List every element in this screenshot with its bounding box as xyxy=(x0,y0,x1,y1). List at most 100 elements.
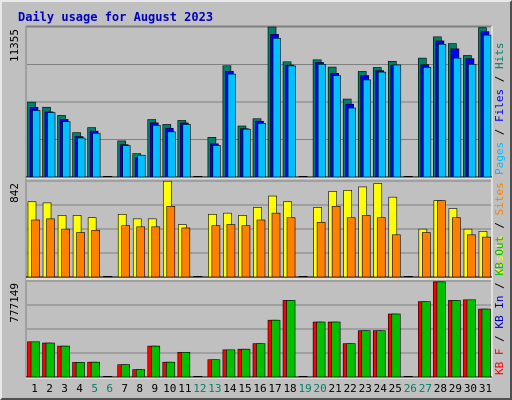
bar-pages xyxy=(483,34,492,178)
bar-sites xyxy=(256,219,266,278)
bar-kb-out xyxy=(481,308,491,378)
legend: KB F / KB In / KB Out xyxy=(493,236,506,375)
bar-pages xyxy=(227,73,236,178)
bar-kb-out xyxy=(391,313,401,378)
x-tick-label: 27 xyxy=(419,382,432,395)
bar-pages xyxy=(47,112,56,178)
bar-pages xyxy=(92,132,101,178)
x-tick-label: 30 xyxy=(464,382,477,395)
bar-sites xyxy=(286,217,296,278)
x-tick-label: 21 xyxy=(329,382,342,395)
bar-pages xyxy=(453,57,462,178)
bar-pages xyxy=(362,79,372,178)
bar-sites xyxy=(422,232,431,278)
x-tick-label: 22 xyxy=(344,382,357,395)
panel-hits-files-pages: 11355 Pages / Files / Hits xyxy=(8,26,506,178)
x-tick-label: 8 xyxy=(136,382,143,395)
bar-sites xyxy=(391,234,401,278)
bar-kb-out xyxy=(331,321,341,378)
bar-pages xyxy=(438,43,447,178)
bar-kb-out xyxy=(451,300,461,378)
bar-sites xyxy=(452,217,461,278)
x-tick-label: 10 xyxy=(163,382,176,395)
legend-item: Files xyxy=(493,89,506,122)
bar-kb-out xyxy=(241,348,251,378)
x-tick-label: 26 xyxy=(404,382,417,395)
bar-kb-out xyxy=(181,351,191,378)
bar-pages xyxy=(242,128,251,178)
bar-kb-out xyxy=(316,321,326,378)
x-tick-label: 18 xyxy=(283,382,296,395)
x-tick-label: 28 xyxy=(434,382,447,395)
legend-separator: / xyxy=(493,329,506,349)
bar-sites xyxy=(482,236,491,278)
bar-kb-out xyxy=(436,281,446,378)
x-tick-label: 19 xyxy=(298,382,311,395)
bar-kb-out xyxy=(45,342,55,378)
bar-sites xyxy=(376,217,386,278)
legend-item: Hits xyxy=(493,43,506,70)
bar-sites xyxy=(91,229,100,278)
bar-pages xyxy=(317,64,326,178)
bar-kb-out xyxy=(75,362,85,378)
bar-pages xyxy=(32,110,41,178)
bar-sites xyxy=(316,221,326,278)
bar-pages xyxy=(122,145,131,178)
bar-sites xyxy=(346,217,356,278)
x-tick-label: 6 xyxy=(106,382,113,395)
bar-sites xyxy=(76,232,85,278)
bar-kb-out xyxy=(135,369,146,378)
legend-separator: / xyxy=(493,215,506,235)
bar-sites xyxy=(271,212,281,278)
bar-sites xyxy=(211,225,221,278)
bar-kb-out xyxy=(60,345,70,378)
y-max-label: 11355 xyxy=(8,29,21,62)
legend-item: Pages xyxy=(493,142,506,175)
bar-sites xyxy=(46,218,55,278)
bar-kb-out xyxy=(150,345,161,378)
y-max-label: 842 xyxy=(8,183,21,203)
legend-item: KB In xyxy=(493,296,506,329)
bar-pages xyxy=(77,137,86,178)
bar-sites xyxy=(467,234,476,278)
bar-pages xyxy=(287,65,296,178)
panel-visits-sites: 842 Visits / Sites xyxy=(8,180,506,278)
bar-pages xyxy=(137,154,146,178)
bar-kb-out xyxy=(120,364,130,378)
y-max-label: 777149 xyxy=(8,283,21,323)
legend-item: Sites xyxy=(493,182,506,215)
x-tick-label: 11 xyxy=(178,382,191,395)
bar-kb-out xyxy=(421,301,431,378)
bar-sites xyxy=(136,226,146,278)
bar-pages xyxy=(62,121,71,178)
bar-sites xyxy=(361,215,371,278)
x-tick-label: 25 xyxy=(389,382,402,395)
bar-pages xyxy=(423,67,432,178)
bar-pages xyxy=(212,145,221,178)
bar-sites xyxy=(181,227,191,278)
x-tick-label: 15 xyxy=(238,382,251,395)
bar-pages xyxy=(392,64,402,178)
x-tick-label: 13 xyxy=(208,382,221,395)
x-tick-label: 20 xyxy=(314,382,327,395)
legend-separator: / xyxy=(493,122,506,142)
chart-title: Daily usage for August 2023 xyxy=(18,10,213,24)
bar-sites xyxy=(226,224,236,278)
bar-sites xyxy=(331,206,341,278)
x-tick-label: 16 xyxy=(253,382,266,395)
x-tick-label: 12 xyxy=(193,382,206,395)
bar-pages xyxy=(257,123,266,178)
legend: Pages / Files / Hits xyxy=(493,43,506,176)
bar-pages xyxy=(182,124,191,178)
bar-kb-out xyxy=(256,343,266,378)
legend-item: KB Out xyxy=(493,236,506,276)
bar-kb-out xyxy=(211,359,221,378)
legend-item: KB F xyxy=(493,349,506,376)
bar-kb-out xyxy=(286,300,296,378)
x-tick-label: 1 xyxy=(31,382,38,395)
bar-pages xyxy=(167,131,176,178)
x-axis-day-labels: 1 2 3 4 5 6 7 8 9 10 11 12 13 14 15 16 17 18 19 20 21 22 23 24 2… xyxy=(31,382,492,395)
x-tick-label: 29 xyxy=(449,382,462,395)
bar-pages xyxy=(332,75,341,178)
